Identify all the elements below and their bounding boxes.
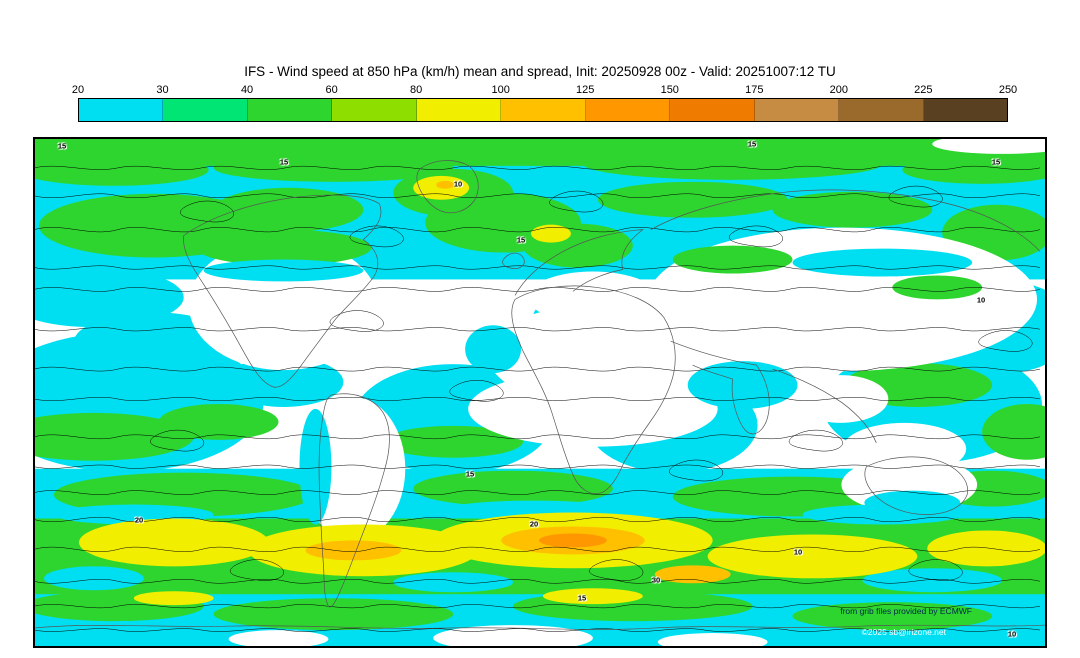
antarctic-calm-white <box>228 625 768 647</box>
colorbar-tick: 175 <box>745 84 764 96</box>
colorbar-segment <box>670 99 755 121</box>
colorbar-tick: 125 <box>576 84 595 96</box>
colorbar-tick: 80 <box>410 84 423 96</box>
spread-contour-lines <box>34 165 1041 632</box>
colorbar-segment <box>416 99 502 121</box>
wind-fill-orange <box>305 180 731 584</box>
colorbar-tick: 250 <box>998 84 1018 96</box>
colorbar-tick: 20 <box>71 84 85 96</box>
colorbar-segment <box>923 99 1007 121</box>
colorbar-tick: 225 <box>914 84 933 96</box>
wind-map-svg <box>34 138 1046 647</box>
colorbar-segment <box>501 99 586 121</box>
colorbar-tick: 200 <box>829 84 849 96</box>
colorbar-segment <box>79 99 164 121</box>
colorbar-segment <box>163 99 248 121</box>
colorbar-segment <box>585 99 671 121</box>
coastlines <box>34 160 1046 630</box>
colorbar-scale <box>78 98 1008 122</box>
wind-accents <box>43 229 1003 593</box>
colorbar-tick: 150 <box>660 84 679 96</box>
colorbar-tick: 60 <box>325 84 338 96</box>
colorbar-segment <box>754 99 840 121</box>
colorbar-tick: 30 <box>156 84 169 96</box>
copyright-notice: ©2025 sb@irizone.net <box>861 627 946 637</box>
chart-title: IFS - Wind speed at 850 hPa (km/h) mean … <box>244 64 836 79</box>
map-border <box>34 138 1046 647</box>
data-source-credit: from grib files provided by ECMWF <box>840 606 972 616</box>
colorbar-segment <box>332 99 417 121</box>
world-wind-map: 15 15 10 15 15 10 20 30 15 10 20 10 15 1… <box>33 137 1047 648</box>
colorbar-segment <box>247 99 333 121</box>
colorbar-ticks: 20 30 40 60 80 100 125 150 175 200 225 2… <box>72 83 1017 97</box>
colorbar-segment <box>839 99 924 121</box>
colorbar: 20 30 40 60 80 100 125 150 175 200 225 2… <box>72 83 1017 122</box>
colorbar-tick: 100 <box>491 84 510 96</box>
colorbar-tick: 40 <box>240 84 254 96</box>
